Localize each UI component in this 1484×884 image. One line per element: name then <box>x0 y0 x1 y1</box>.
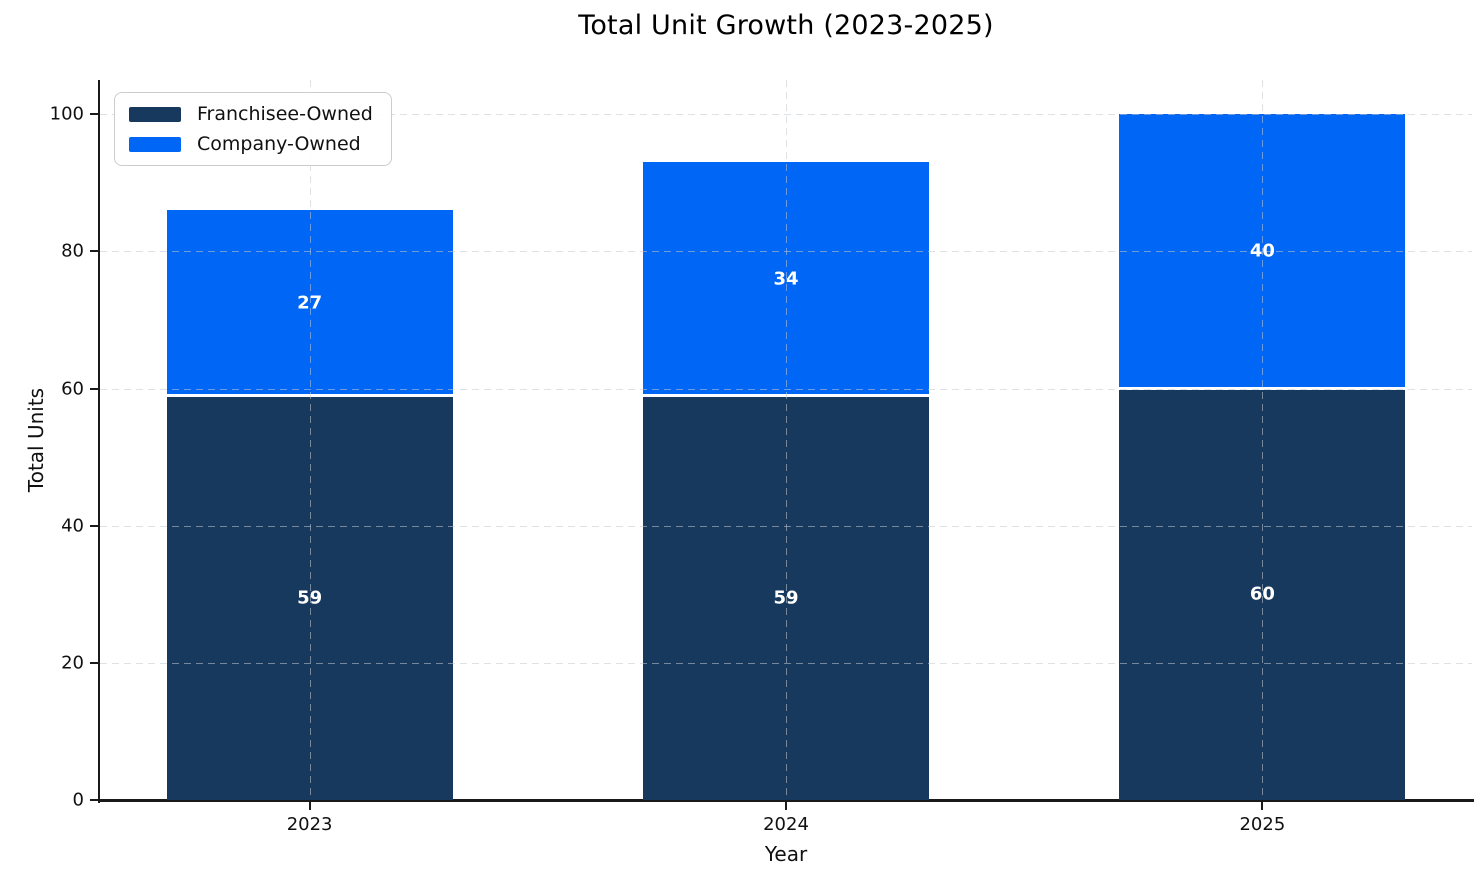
v-gridline <box>1262 80 1264 800</box>
y-tick-mark <box>90 799 98 801</box>
bar-value-label: 59 <box>773 587 799 609</box>
v-gridline <box>309 80 311 800</box>
legend: Franchisee-Owned Company-Owned <box>114 92 392 166</box>
legend-item: Franchisee-Owned <box>129 103 373 125</box>
x-tick-label: 2025 <box>1239 814 1286 835</box>
plot-area: 0 20 40 60 80 100 2023 59 27 2024 59 34 2025 60 40 <box>50 80 1474 835</box>
y-tick-mark <box>90 661 98 664</box>
bar-value-label: 59 <box>297 587 323 609</box>
legend-label: Franchisee-Owned <box>197 103 373 125</box>
x-tick-label: 2024 <box>763 814 809 835</box>
y-tick-mark <box>90 387 98 390</box>
y-tick-label: 20 <box>61 652 84 674</box>
bar-value-label: 27 <box>297 292 323 314</box>
y-tick-mark <box>90 113 98 116</box>
y-tick-label: 100 <box>49 103 84 125</box>
x-tick-mark <box>1261 802 1264 810</box>
legend-item: Company-Owned <box>129 133 373 155</box>
y-tick-label: 60 <box>61 378 84 400</box>
legend-swatch-icon <box>129 136 181 152</box>
bar-segment-franchisee-owned-2023 <box>166 395 453 800</box>
y-tick-label: 80 <box>61 240 84 262</box>
bar-segment-franchisee-owned-2024 <box>643 395 929 800</box>
x-tick-mark <box>308 802 311 810</box>
x-tick-label: 2023 <box>286 814 333 835</box>
y-tick-label: 40 <box>61 515 84 537</box>
legend-label: Company-Owned <box>197 133 361 155</box>
legend-swatch-icon <box>129 106 181 122</box>
y-tick-label: 0 <box>72 789 84 811</box>
y-axis-spine <box>98 80 100 803</box>
x-axis-spine <box>98 799 1474 802</box>
x-axis-title: Year <box>764 842 808 866</box>
v-gridline <box>786 80 787 800</box>
y-tick-mark <box>90 524 98 527</box>
bar-segment-divider <box>166 393 453 397</box>
bar-segment-company-owned-2024 <box>643 162 929 396</box>
y-tick-mark <box>90 250 98 253</box>
bar-value-label: 60 <box>1249 583 1275 605</box>
bar-value-label: 34 <box>773 268 799 290</box>
x-tick-mark <box>785 802 787 810</box>
bar-segment-company-owned-2023 <box>166 210 453 396</box>
bar-value-label: 40 <box>1249 240 1275 262</box>
bar-segment-divider <box>643 393 929 397</box>
chart-title: Total Unit Growth (2023-2025) <box>578 10 994 41</box>
